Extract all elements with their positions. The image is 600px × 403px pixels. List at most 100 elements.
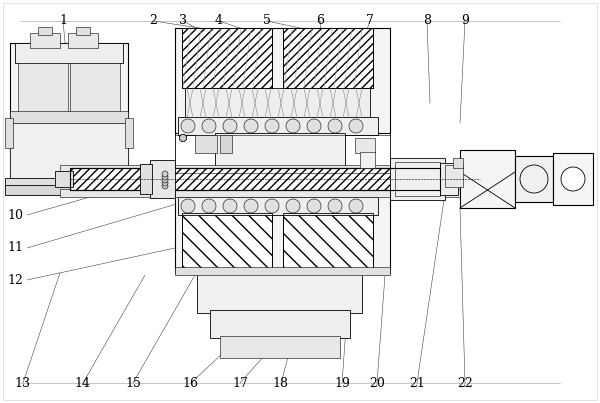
Circle shape xyxy=(181,199,195,213)
Text: 14: 14 xyxy=(75,377,91,390)
Bar xyxy=(15,43,123,63)
Bar xyxy=(283,28,373,88)
Bar xyxy=(185,88,370,118)
Bar xyxy=(182,28,272,88)
Bar xyxy=(283,28,373,88)
Bar xyxy=(5,178,133,188)
Bar xyxy=(150,160,175,198)
Bar xyxy=(10,111,128,123)
Circle shape xyxy=(223,119,237,133)
Bar xyxy=(30,33,60,48)
Circle shape xyxy=(179,135,187,141)
Circle shape xyxy=(349,199,363,213)
Bar xyxy=(453,158,463,168)
Circle shape xyxy=(307,119,321,133)
Bar xyxy=(76,27,90,35)
Circle shape xyxy=(307,199,321,213)
Text: 11: 11 xyxy=(7,241,23,254)
Bar xyxy=(515,156,553,202)
Bar xyxy=(395,162,440,196)
Circle shape xyxy=(265,119,279,133)
Bar xyxy=(283,213,373,273)
Circle shape xyxy=(244,199,258,213)
Text: 20: 20 xyxy=(369,377,385,390)
Bar xyxy=(220,135,232,153)
Circle shape xyxy=(202,199,216,213)
Text: 15: 15 xyxy=(125,377,141,390)
Text: 2: 2 xyxy=(149,14,157,27)
Bar xyxy=(60,189,460,197)
Circle shape xyxy=(328,199,342,213)
Circle shape xyxy=(265,199,279,213)
Bar xyxy=(210,310,350,338)
Text: 16: 16 xyxy=(183,377,199,390)
Circle shape xyxy=(286,199,300,213)
Circle shape xyxy=(328,119,342,133)
Circle shape xyxy=(223,199,237,213)
Text: 21: 21 xyxy=(409,377,425,390)
Bar xyxy=(38,27,52,35)
Bar xyxy=(18,63,68,113)
Text: 1: 1 xyxy=(59,14,67,27)
Bar xyxy=(125,118,133,148)
Bar xyxy=(178,197,378,215)
Bar xyxy=(197,271,362,313)
Bar xyxy=(70,63,120,113)
Bar xyxy=(390,158,445,200)
Circle shape xyxy=(520,165,548,193)
Bar xyxy=(55,171,73,187)
Bar xyxy=(182,28,272,88)
Text: 3: 3 xyxy=(179,14,187,27)
Bar xyxy=(70,168,440,190)
Bar xyxy=(70,168,440,190)
Bar xyxy=(10,43,128,183)
Bar xyxy=(283,213,373,273)
Text: 8: 8 xyxy=(423,14,431,27)
Text: 12: 12 xyxy=(7,274,23,287)
Text: 18: 18 xyxy=(273,377,289,390)
Circle shape xyxy=(179,135,187,141)
Circle shape xyxy=(561,167,585,191)
Text: 6: 6 xyxy=(316,14,324,27)
Bar xyxy=(5,185,133,195)
Circle shape xyxy=(179,135,187,141)
Bar xyxy=(460,150,515,208)
Bar xyxy=(182,213,272,273)
Circle shape xyxy=(179,135,187,141)
Text: 17: 17 xyxy=(232,377,248,390)
Circle shape xyxy=(202,119,216,133)
Circle shape xyxy=(162,171,168,177)
Bar xyxy=(355,138,375,153)
Bar xyxy=(10,123,128,183)
Bar xyxy=(182,213,272,273)
Bar xyxy=(175,173,390,273)
Circle shape xyxy=(244,119,258,133)
Bar xyxy=(68,33,98,48)
Text: 19: 19 xyxy=(334,377,350,390)
Bar xyxy=(360,152,375,168)
Circle shape xyxy=(162,177,168,183)
Circle shape xyxy=(162,180,168,186)
Circle shape xyxy=(349,119,363,133)
Text: 13: 13 xyxy=(15,377,31,390)
Text: 9: 9 xyxy=(461,14,469,27)
Bar xyxy=(195,135,217,153)
Bar xyxy=(175,267,390,275)
Bar xyxy=(5,118,13,148)
Bar xyxy=(60,165,460,173)
Text: 5: 5 xyxy=(263,14,271,27)
Text: 4: 4 xyxy=(215,14,223,27)
Bar xyxy=(553,153,593,205)
Text: 10: 10 xyxy=(7,209,23,222)
Bar xyxy=(440,163,458,195)
Circle shape xyxy=(181,119,195,133)
Bar xyxy=(140,164,152,194)
Bar xyxy=(220,336,340,358)
Circle shape xyxy=(162,183,168,189)
Bar xyxy=(445,165,463,187)
Circle shape xyxy=(179,135,187,141)
Bar xyxy=(178,117,378,135)
Text: 22: 22 xyxy=(457,377,473,390)
Circle shape xyxy=(286,119,300,133)
Bar xyxy=(215,133,345,173)
